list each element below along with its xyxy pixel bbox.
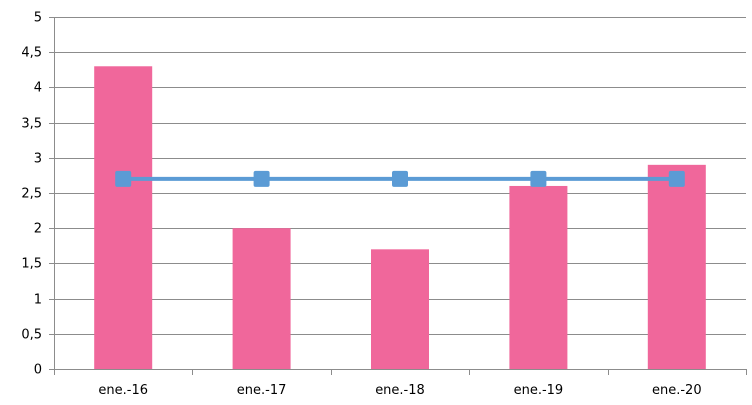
bar [94, 66, 153, 369]
line-marker [668, 170, 685, 187]
y-tick-label: 1,5 [21, 257, 42, 272]
y-tick-label: 5 [34, 11, 42, 26]
line-marker [115, 170, 132, 187]
line-series [115, 170, 685, 187]
bar [509, 185, 568, 369]
axes [49, 17, 747, 375]
y-tick-label: 2 [34, 222, 42, 237]
gridlines [49, 17, 746, 335]
x-tick-label: ene.-17 [237, 383, 287, 398]
y-tick-label: 0 [34, 363, 42, 378]
x-tick-label: ene.-18 [375, 383, 425, 398]
bar [647, 164, 706, 369]
y-axis-tick-labels: 0 0,5 1 1,5 2 2,5 3 3,5 4 4,5 5 [21, 11, 42, 378]
bar [232, 228, 291, 369]
y-tick-label: 2,5 [21, 187, 42, 202]
x-tick-label: ene.-19 [514, 383, 564, 398]
line-marker [392, 170, 408, 187]
x-tick-label: ene.-16 [98, 383, 148, 398]
bar [371, 249, 429, 369]
x-axis-tick-labels: ene.-16 ene.-17 ene.-18 ene.-19 ene.-20 [98, 383, 701, 398]
y-tick-label: 3,5 [21, 117, 42, 132]
y-tick-label: 0,5 [21, 328, 42, 343]
y-tick-label: 3 [34, 152, 42, 167]
y-tick-label: 1 [34, 293, 42, 308]
x-tick-label: ene.-20 [652, 383, 702, 398]
y-tick-label: 4,5 [21, 46, 42, 61]
line-marker [530, 170, 547, 187]
line-marker [253, 170, 270, 187]
bar-series [94, 66, 706, 369]
y-tick-label: 4 [34, 81, 42, 96]
